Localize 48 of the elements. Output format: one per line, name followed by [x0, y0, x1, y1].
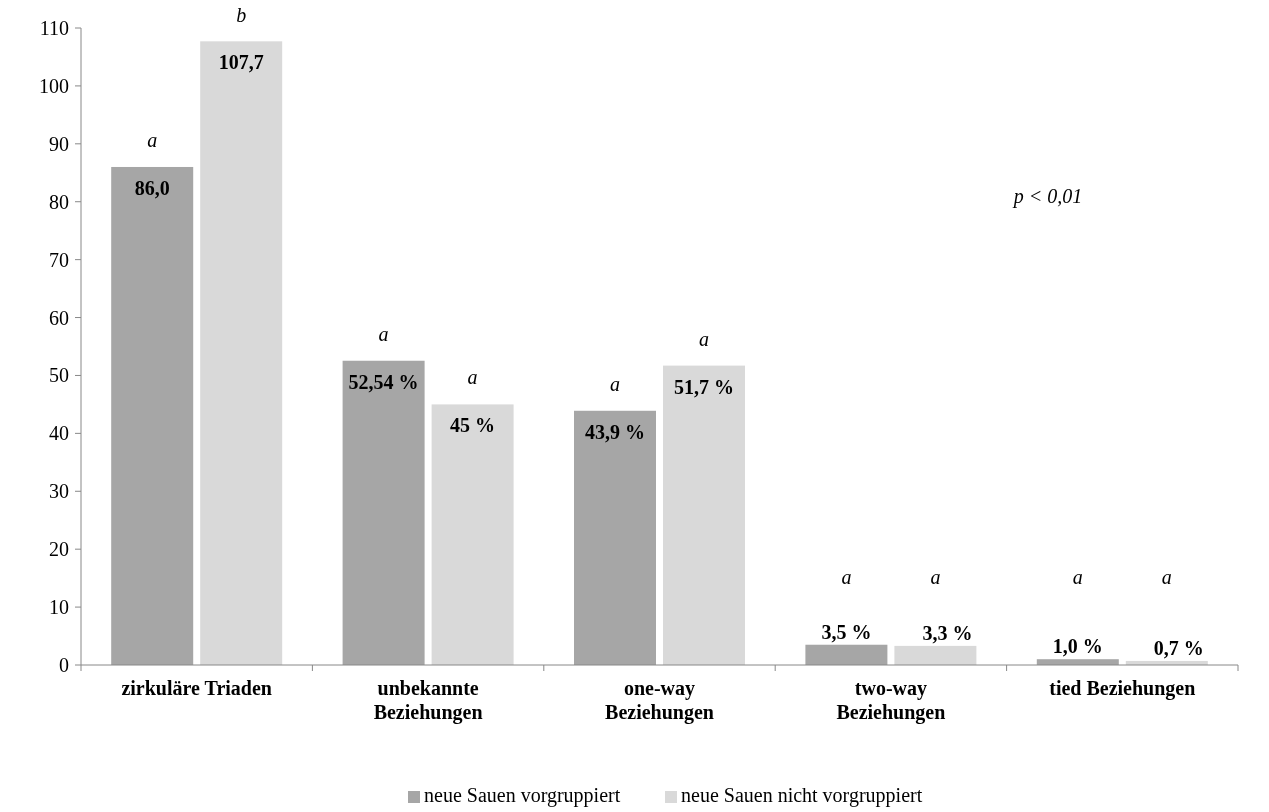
annotation: a	[699, 327, 709, 350]
annotation: a	[467, 366, 478, 389]
data-label: 0,7 %	[1153, 636, 1204, 659]
legend-label: neue Sauen vorgruppiert	[424, 784, 621, 807]
data-label: 51,7 %	[674, 375, 734, 398]
y-tick-label: 0	[59, 654, 69, 676]
annotation: a	[147, 128, 158, 151]
bar	[574, 410, 656, 665]
bar	[431, 404, 514, 665]
annotation: a	[1161, 565, 1172, 588]
annotation: p < 0,01	[1011, 185, 1083, 208]
y-tick-label: 40	[49, 422, 69, 445]
annotation: a	[1072, 565, 1083, 588]
bar	[111, 166, 194, 665]
x-tick-label: unbekannte Beziehungen	[373, 677, 483, 724]
data-label: 86,0	[134, 176, 170, 199]
x-tick-label: two-way Beziehungen	[836, 677, 946, 724]
x-tick-label: one-way Beziehungen	[605, 677, 714, 724]
data-label: 43,9 %	[585, 420, 645, 443]
annotation: a	[610, 372, 620, 395]
data-label: 52,54 %	[348, 370, 419, 393]
y-tick-label: 30	[49, 480, 69, 503]
legend-label: neue Sauen nicht vorgruppiert	[681, 784, 923, 807]
y-tick-label: 60	[49, 306, 69, 329]
y-tick-label: 50	[49, 364, 69, 387]
y-tick-label: 80	[49, 190, 69, 213]
x-tick-label: zirkuläre Triaden	[121, 677, 272, 699]
y-tick-label: 70	[49, 248, 69, 271]
annotation: a	[930, 565, 941, 588]
bar	[663, 365, 745, 665]
y-tick-label: 20	[49, 538, 69, 561]
y-tick-label: 90	[49, 132, 69, 155]
x-tick-label: tied Beziehungen	[1049, 677, 1196, 700]
bar	[894, 645, 977, 665]
data-label: 3,3 %	[922, 621, 973, 644]
annotation: a	[378, 322, 389, 345]
bar	[805, 644, 888, 665]
y-tick-label: 10	[49, 596, 69, 619]
data-label: 107,7	[218, 51, 264, 74]
annotation: a	[841, 565, 852, 588]
data-label: 1,0 %	[1052, 635, 1103, 658]
y-tick-label: 110	[39, 17, 69, 39]
y-tick-label: 100	[39, 74, 69, 97]
bar	[200, 41, 283, 665]
data-label: 3,5 %	[821, 620, 872, 643]
data-label: 45 %	[450, 414, 496, 437]
text: b	[236, 4, 247, 26]
bar	[342, 360, 425, 665]
